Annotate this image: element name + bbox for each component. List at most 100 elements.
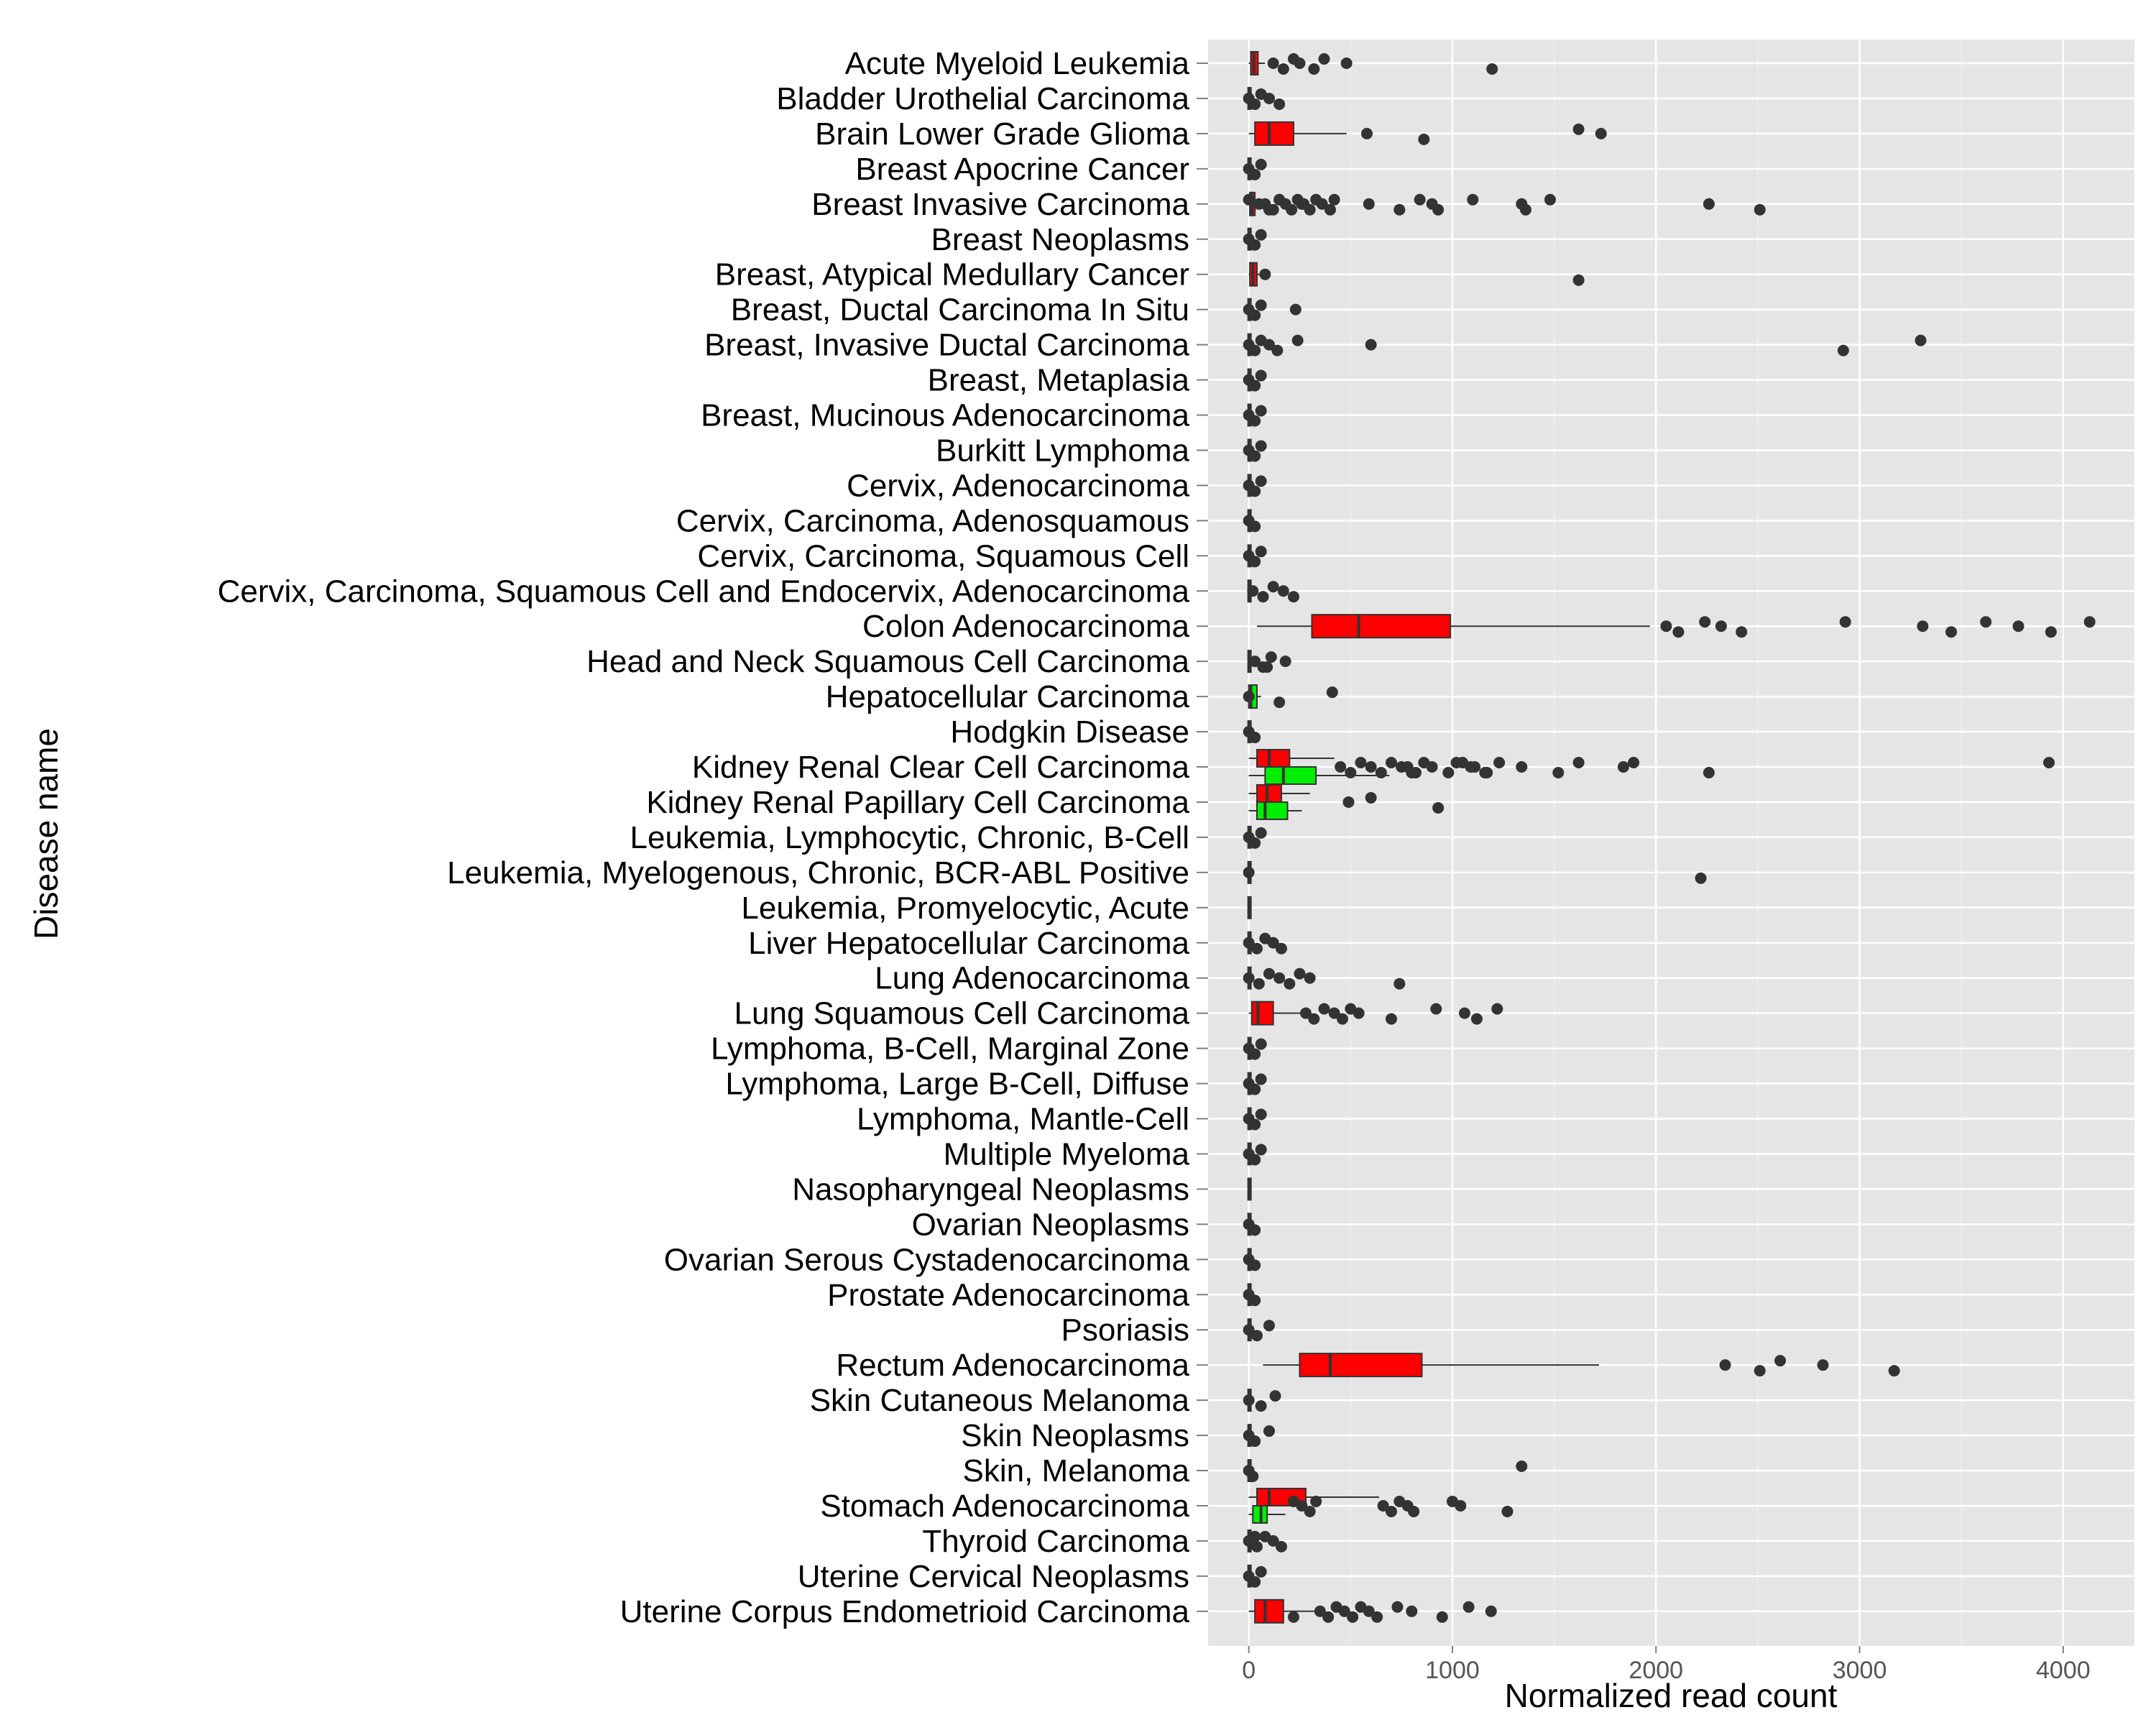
- outlier-point: [2045, 626, 2057, 638]
- outlier-point: [1338, 1605, 1350, 1617]
- x-tick-label: 0: [1242, 1657, 1256, 1684]
- category-label: Cervix, Carcinoma, Adenosquamous: [676, 503, 1189, 538]
- outlier-point: [1501, 1505, 1514, 1517]
- outlier-point: [1286, 203, 1298, 216]
- outlier-point: [1328, 1007, 1340, 1019]
- outlier-point: [1316, 198, 1328, 210]
- x-tick-label: 2000: [1628, 1657, 1683, 1684]
- outlier-point: [1249, 309, 1261, 321]
- outlier-point: [1754, 1365, 1766, 1377]
- category-label: Uterine Corpus Endometrioid Carcinoma: [620, 1594, 1190, 1629]
- outlier-point: [1837, 344, 1849, 356]
- box-red: [1256, 1487, 1307, 1506]
- outlier-point: [1243, 1394, 1255, 1407]
- outlier-point: [1519, 203, 1531, 216]
- category-label: Skin, Melanoma: [963, 1453, 1190, 1489]
- outlier-point: [1273, 193, 1286, 206]
- outlier-point: [1426, 761, 1438, 773]
- outlier-point: [1296, 1499, 1308, 1512]
- outlier-point: [1617, 761, 1629, 773]
- outlier-point: [1247, 585, 1259, 597]
- outlier-point: [1273, 972, 1286, 984]
- outlier-point: [1365, 339, 1377, 351]
- outlier-point: [1249, 837, 1261, 849]
- outlier-point: [1255, 1108, 1267, 1121]
- category-label: Breast, Invasive Ductal Carcinoma: [704, 328, 1189, 363]
- outlier-point: [1544, 193, 1556, 206]
- outlier-point: [1249, 1294, 1261, 1307]
- outlier-point: [1249, 450, 1261, 462]
- outlier-point: [1249, 1530, 1261, 1542]
- category-label: Bladder Urothelial Carcinoma: [776, 81, 1189, 116]
- outlier-point: [1249, 380, 1261, 392]
- outlier-point: [1255, 475, 1267, 487]
- outlier-point: [1377, 1499, 1389, 1512]
- outlier-point: [1243, 691, 1255, 703]
- outlier-point: [1263, 339, 1275, 351]
- outlier-point: [1672, 626, 1685, 638]
- outlier-point: [1249, 656, 1261, 668]
- category-label: Lymphoma, B-Cell, Marginal Zone: [711, 1031, 1189, 1067]
- category-label: Leukemia, Promyelocytic, Acute: [741, 891, 1189, 926]
- category-label: Prostate Adenocarcinoma: [827, 1277, 1189, 1312]
- box-green: [1256, 801, 1289, 820]
- outlier-point: [1243, 1324, 1255, 1336]
- outlier-point: [1255, 405, 1267, 417]
- outlier-point: [1308, 63, 1320, 75]
- outlier-point: [1249, 1118, 1261, 1131]
- outlier-point: [1888, 1365, 1900, 1377]
- category-label: Ovarian Serous Cystadenocarcinoma: [664, 1242, 1190, 1277]
- outlier-point: [1259, 268, 1271, 280]
- plot-panel: [1208, 40, 2134, 1646]
- box-red: [1299, 1353, 1423, 1378]
- outlier-point: [1250, 942, 1263, 954]
- outlier-point: [1277, 585, 1289, 597]
- box-red: [1256, 749, 1291, 768]
- outlier-point: [1265, 651, 1277, 663]
- box-green: [1264, 766, 1317, 785]
- category-label: Burkitt Lymphoma: [936, 433, 1189, 468]
- category-label: Nasopharyngeal Neoplasms: [792, 1172, 1189, 1207]
- category-label: Thyroid Carcinoma: [922, 1524, 1189, 1559]
- outlier-point: [1385, 757, 1397, 768]
- outlier-point: [1719, 1359, 1731, 1371]
- outlier-point: [1263, 1320, 1275, 1332]
- box-red: [1250, 1000, 1274, 1026]
- outlier-point: [1263, 203, 1275, 216]
- outlier-point: [1572, 757, 1585, 768]
- outlier-point: [1267, 937, 1279, 949]
- category-label: Cervix, Adenocarcinoma: [847, 468, 1189, 503]
- outlier-point: [1414, 193, 1426, 206]
- outlier-point: [1695, 872, 1707, 884]
- outlier-point: [1249, 1435, 1261, 1448]
- outlier-point: [1277, 63, 1289, 75]
- outlier-point: [1263, 967, 1275, 980]
- outlier-point: [1432, 801, 1445, 814]
- outlier-point: [1516, 1460, 1528, 1472]
- outlier-point: [1294, 967, 1306, 980]
- outlier-point: [1255, 1073, 1267, 1085]
- outlier-point: [1249, 1048, 1261, 1060]
- box-collapsed: [1247, 896, 1252, 919]
- outlier-point: [1595, 127, 1607, 139]
- outlier-point: [1774, 1355, 1787, 1367]
- category-label: Stomach Adenocarcinoma: [820, 1489, 1189, 1524]
- outlier-point: [1308, 1013, 1320, 1025]
- box-collapsed: [1247, 1177, 1252, 1201]
- outlier-point: [1328, 193, 1340, 206]
- outlier-point: [1516, 761, 1528, 773]
- outlier-point: [1336, 1013, 1348, 1025]
- outlier-point: [1418, 133, 1430, 145]
- category-label: Head and Neck Squamous Cell Carcinoma: [586, 644, 1189, 679]
- outlier-point: [1255, 1038, 1267, 1050]
- outlier-point: [2012, 620, 2024, 632]
- outlier-point: [1249, 1576, 1261, 1588]
- category-label: Breast, Atypical Medullary Cancer: [715, 257, 1189, 293]
- outlier-point: [1699, 616, 1711, 628]
- category-label: Leukemia, Myelogenous, Chronic, BCR-ABL …: [447, 855, 1189, 891]
- outlier-point: [1715, 620, 1727, 632]
- box-red: [1254, 121, 1294, 146]
- outlier-point: [1247, 1471, 1259, 1482]
- outlier-point: [1703, 198, 1715, 210]
